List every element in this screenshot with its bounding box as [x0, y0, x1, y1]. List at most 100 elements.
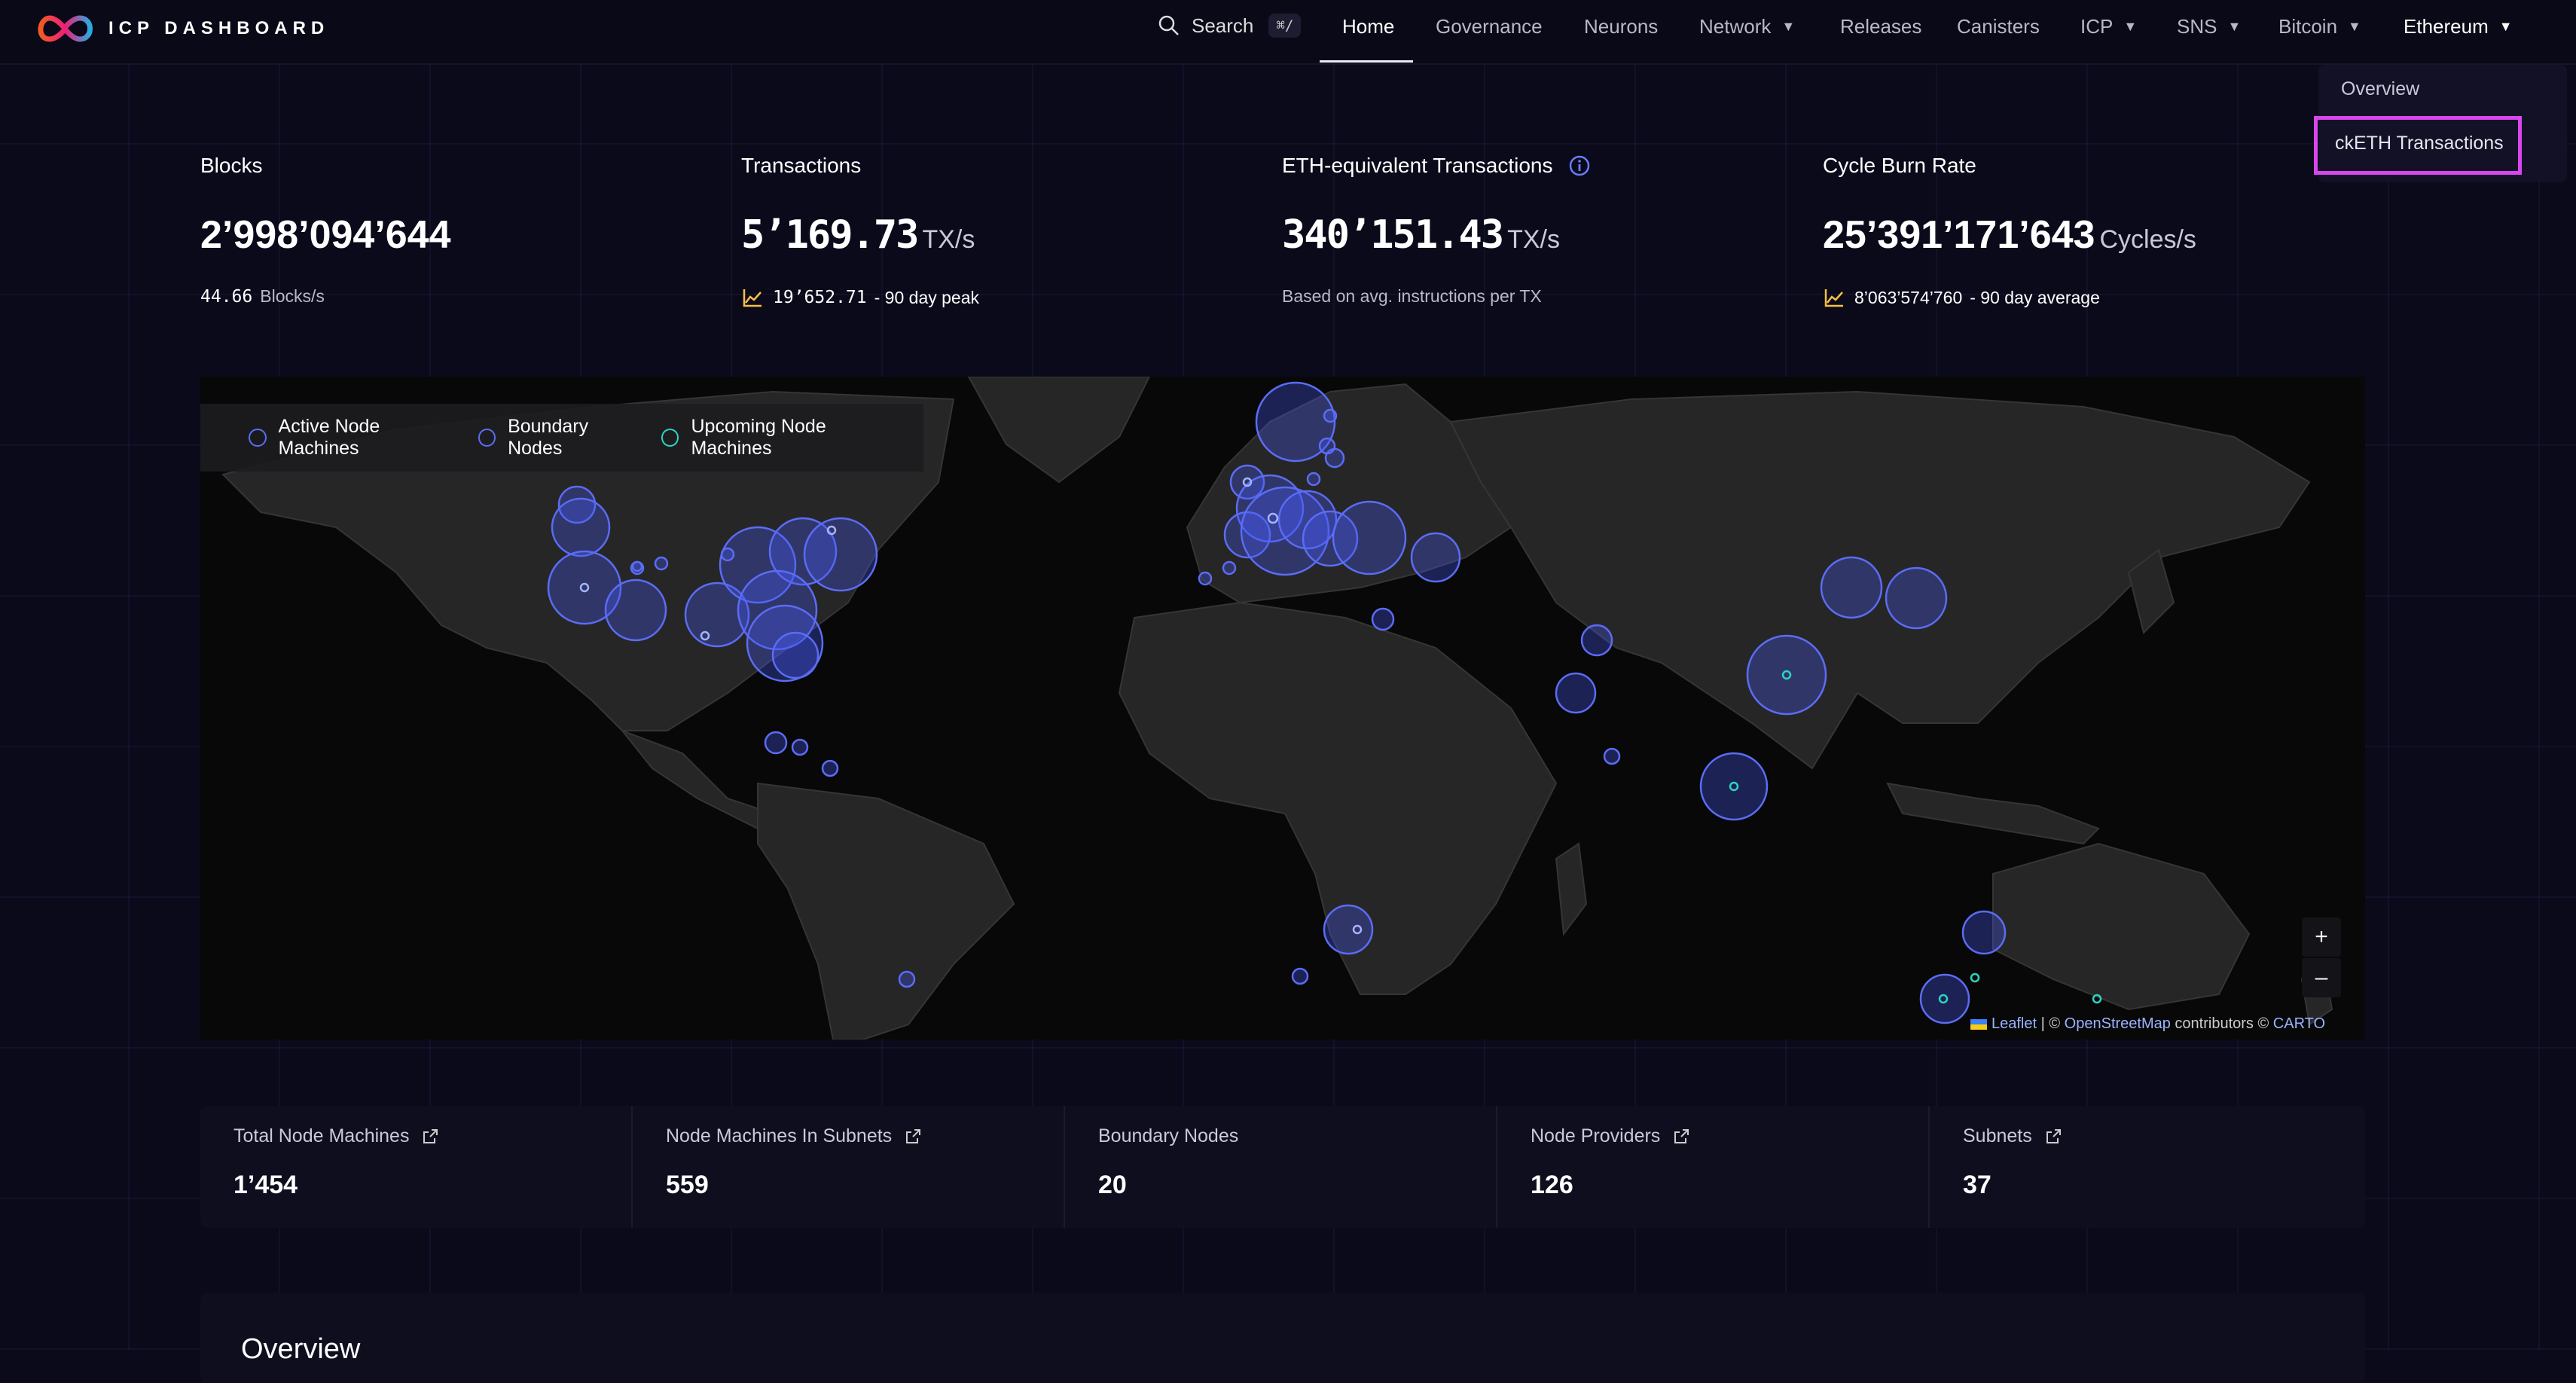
node-cluster-marker[interactable]: [803, 517, 878, 592]
boundary-node-marker[interactable]: [826, 525, 837, 536]
nav-icp[interactable]: ICP ▼: [2080, 15, 2137, 38]
boundary-node-marker[interactable]: [1267, 512, 1279, 524]
node-cluster-marker[interactable]: [1323, 408, 1338, 423]
chevron-down-icon: ▼: [2123, 19, 2138, 34]
nav-home[interactable]: Home: [1342, 15, 1395, 38]
node-cluster-marker[interactable]: [1885, 566, 1948, 630]
boundary-node-marker[interactable]: [700, 630, 710, 641]
carto-link[interactable]: CARTO: [2272, 1015, 2326, 1032]
node-cluster-marker[interactable]: [654, 556, 669, 571]
transactions-value: 5’169.73: [741, 212, 919, 258]
node-cluster-marker[interactable]: [719, 526, 797, 604]
legend-active[interactable]: Active Node Machines: [249, 416, 462, 459]
attribution-contributors: contributors ©: [2170, 1015, 2273, 1032]
nav-governance[interactable]: Governance: [1436, 15, 1543, 38]
boundary-node-marker[interactable]: [1352, 924, 1363, 935]
highlight-box: [2314, 116, 2522, 175]
map-legend: Active Node Machines Boundary Nodes Upco…: [200, 404, 923, 472]
node-cluster-marker[interactable]: [551, 497, 611, 557]
node-cluster-marker[interactable]: [720, 547, 735, 562]
search-button[interactable]: Search ⌘/: [1157, 14, 1302, 38]
dropdown-item-overview[interactable]: Overview: [2341, 78, 2420, 99]
node-cluster-marker[interactable]: [898, 970, 916, 988]
node-cluster-marker[interactable]: [557, 485, 597, 524]
node-cluster-marker[interactable]: [1318, 437, 1336, 455]
upcoming-node-marker[interactable]: [1781, 670, 1792, 680]
node-cluster-marker[interactable]: [684, 582, 750, 648]
node-cluster-marker[interactable]: [1229, 464, 1265, 500]
node-cluster-marker[interactable]: [604, 579, 667, 642]
node-cluster-marker[interactable]: [1223, 511, 1271, 559]
chevron-down-icon: ▼: [2498, 19, 2513, 34]
node-cluster-marker[interactable]: [1919, 973, 1970, 1024]
node-cluster-marker[interactable]: [771, 631, 819, 679]
node-cluster-marker[interactable]: [791, 738, 809, 756]
blocks-rate-unit: Blocks/s: [260, 286, 325, 306]
nav-network[interactable]: Network ▼: [1699, 15, 1795, 38]
dropdown-item-cketh-transactions[interactable]: ckETH Transactions: [2335, 133, 2504, 154]
upcoming-node-marker[interactable]: [1938, 994, 1949, 1004]
zoom-out-button[interactable]: –: [2302, 958, 2341, 997]
node-cluster-marker[interactable]: [1580, 624, 1613, 657]
node-world-map[interactable]: Active Node Machines Boundary Nodes Upco…: [200, 377, 2365, 1040]
node-cluster-marker[interactable]: [1255, 381, 1336, 463]
stat-value: 559: [666, 1171, 709, 1199]
openstreetmap-link[interactable]: OpenStreetMap: [2064, 1015, 2171, 1032]
upcoming-node-marker[interactable]: [1729, 781, 1739, 792]
node-cluster-marker[interactable]: [547, 550, 622, 625]
node-cluster-marker[interactable]: [1332, 500, 1407, 575]
node-cluster-marker[interactable]: [764, 731, 788, 755]
legend-upcoming[interactable]: Upcoming Node Machines: [661, 416, 907, 459]
legend-boundary[interactable]: Boundary Nodes: [478, 416, 645, 459]
node-cluster-marker[interactable]: [1603, 747, 1621, 765]
stat-value: 25’391’171’643 Cycles/s: [1823, 212, 2196, 258]
node-cluster-marker[interactable]: [737, 569, 818, 651]
stat-node-machines-in-subnets[interactable]: Node Machines In Subnets 559: [633, 1106, 1065, 1228]
stat-subnets[interactable]: Subnets 37: [1930, 1106, 2365, 1228]
stat-value: 5’169.73 TX/s: [741, 212, 975, 258]
node-cluster-marker[interactable]: [1198, 571, 1213, 586]
node-cluster-marker[interactable]: [1323, 904, 1374, 955]
zoom-in-button[interactable]: +: [2302, 917, 2341, 957]
node-cluster-marker[interactable]: [1410, 532, 1461, 583]
info-icon[interactable]: [1568, 154, 1591, 177]
leaflet-link[interactable]: Leaflet: [1992, 1015, 2037, 1032]
stat-title: Blocks: [200, 154, 263, 177]
node-cluster-marker[interactable]: [1699, 752, 1769, 821]
boundary-node-marker[interactable]: [1242, 477, 1253, 487]
stat-total-node-machines[interactable]: Total Node Machines 1’454: [200, 1106, 633, 1228]
node-cluster-marker[interactable]: [1222, 560, 1237, 575]
stat-eth-equivalent: ETH-equivalent Transactions 340’151.43 TX…: [1282, 154, 1591, 306]
upcoming-node-marker[interactable]: [2092, 994, 2102, 1004]
blocks-rate-value: 44.66: [200, 286, 253, 307]
node-cluster-marker[interactable]: [1235, 474, 1305, 543]
node-cluster-marker[interactable]: [1302, 510, 1359, 567]
node-cluster-marker[interactable]: [1555, 672, 1597, 714]
external-link-icon: [423, 1128, 438, 1143]
node-cluster-marker[interactable]: [1371, 607, 1395, 631]
node-cluster-marker[interactable]: [746, 604, 824, 682]
node-cluster-marker[interactable]: [1961, 910, 2007, 955]
upcoming-node-marker[interactable]: [1970, 972, 1980, 983]
nav-bitcoin[interactable]: Bitcoin ▼: [2278, 15, 2361, 38]
node-cluster-marker[interactable]: [1291, 967, 1309, 985]
boundary-node-marker[interactable]: [579, 582, 590, 593]
nav-neurons[interactable]: Neurons: [1584, 15, 1659, 38]
node-cluster-marker[interactable]: [821, 759, 839, 777]
nav-sns[interactable]: SNS ▼: [2177, 15, 2241, 38]
node-cluster-marker[interactable]: [1820, 556, 1883, 619]
icp-logo-link[interactable]: ICP DASHBOARD: [33, 12, 329, 45]
map-attribution: Leaflet | © OpenStreetMap contributors ©…: [1970, 1015, 2325, 1033]
nav-canisters[interactable]: Canisters: [1957, 15, 2040, 38]
top-navigation-bar: ICP DASHBOARD Search ⌘/ Home Governance …: [0, 0, 2576, 65]
node-cluster-marker[interactable]: [1746, 634, 1827, 716]
stat-node-providers[interactable]: Node Providers 126: [1497, 1106, 1930, 1228]
search-shortcut-badge: ⌘/: [1268, 14, 1302, 38]
node-cluster-marker[interactable]: [631, 560, 643, 572]
stat-label: Node Providers: [1531, 1125, 1661, 1146]
node-cluster-marker[interactable]: [1277, 490, 1338, 550]
node-cluster-marker[interactable]: [768, 517, 838, 586]
nav-ethereum[interactable]: Ethereum ▼: [2404, 15, 2513, 38]
nav-releases[interactable]: Releases: [1840, 15, 1922, 38]
node-cluster-marker[interactable]: [1306, 472, 1321, 487]
